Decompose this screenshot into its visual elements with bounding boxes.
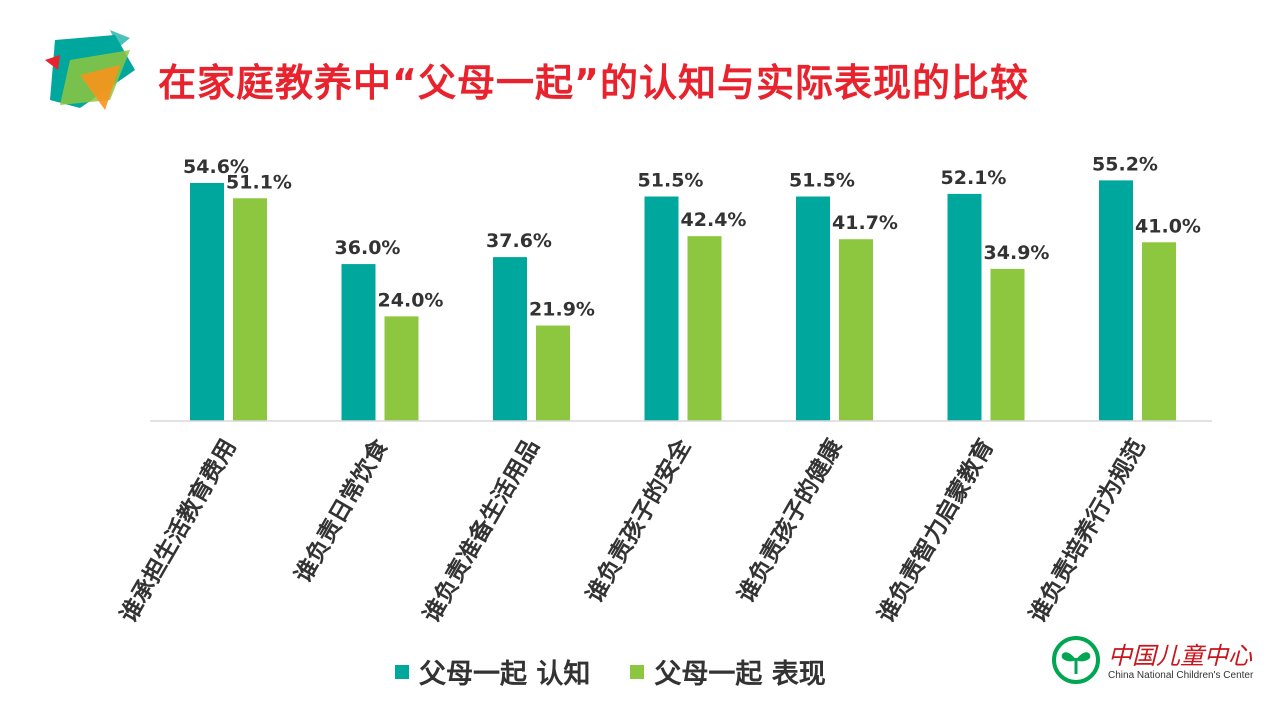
organization-name-en: China National Children's Center xyxy=(1108,670,1254,681)
category-label-2: 谁负责日常饮食 xyxy=(289,434,393,588)
data-label-cognition-1: 54.6% xyxy=(183,156,249,178)
organization-logo: 中国儿童中心 China National Children's Center xyxy=(1050,632,1254,692)
legend-item-cognition: 父母一起 认知 xyxy=(395,652,590,691)
legend-label-cognition: 父母一起 认知 xyxy=(419,659,591,690)
legend-swatch-performance xyxy=(630,664,645,679)
legend-item-performance: 父母一起 表现 xyxy=(630,652,826,691)
bar-performance-5 xyxy=(839,239,873,421)
bar-performance-3 xyxy=(536,325,570,421)
bar-cognition-3 xyxy=(493,257,527,421)
data-label-performance-7: 41.0% xyxy=(1135,215,1201,237)
sprout-icon xyxy=(1052,636,1100,684)
bar-cognition-5 xyxy=(796,196,830,421)
bar-performance-1 xyxy=(233,198,267,421)
bar-cognition-1 xyxy=(190,183,224,421)
chart-legend: 父母一起 认知 父母一起 表现 xyxy=(395,652,826,691)
bar-cognition-7 xyxy=(1099,180,1133,421)
data-label-cognition-4: 51.5% xyxy=(638,170,704,192)
bar-cognition-2 xyxy=(341,264,376,421)
data-label-performance-4: 42.4% xyxy=(681,209,747,231)
bar-performance-6 xyxy=(990,268,1025,421)
legend-label-performance: 父母一起 表现 xyxy=(654,659,826,690)
data-label-performance-5: 41.7% xyxy=(832,212,898,234)
data-label-cognition-7: 55.2% xyxy=(1092,153,1158,175)
legend-swatch-cognition xyxy=(395,664,409,679)
page-title: 在家庭教养中“父母一起”的认知与实际表现的比较 xyxy=(158,61,1029,105)
bar-performance-2 xyxy=(384,316,419,421)
decorative-logo-icon xyxy=(45,30,135,110)
category-label-3: 谁负责准备生活用品 xyxy=(418,435,545,628)
data-label-cognition-3: 37.6% xyxy=(486,230,552,252)
data-label-cognition-5: 51.5% xyxy=(789,170,855,192)
data-label-cognition-2: 36.0% xyxy=(335,237,401,259)
data-label-performance-3: 21.9% xyxy=(529,299,595,321)
category-label-5: 谁负责孩子的健康 xyxy=(732,434,848,608)
category-label-6: 谁负责智力启蒙教育 xyxy=(872,435,999,628)
data-label-cognition-6: 52.1% xyxy=(941,167,1007,189)
data-label-performance-1: 51.1% xyxy=(226,171,292,193)
category-label-1: 谁承担生活教育费用 xyxy=(115,435,242,628)
organization-name-cn: 中国儿童中心 xyxy=(1108,642,1252,670)
data-label-performance-2: 24.0% xyxy=(378,289,444,311)
bar-performance-4 xyxy=(687,236,722,421)
bar-cognition-6 xyxy=(947,193,982,421)
bar-performance-7 xyxy=(1142,242,1176,421)
data-label-performance-6: 34.9% xyxy=(984,242,1050,264)
category-label-4: 谁负责孩子的安全 xyxy=(581,434,697,608)
category-label-7: 谁负责培养行为规范 xyxy=(1024,435,1151,628)
bar-cognition-4 xyxy=(644,196,679,421)
